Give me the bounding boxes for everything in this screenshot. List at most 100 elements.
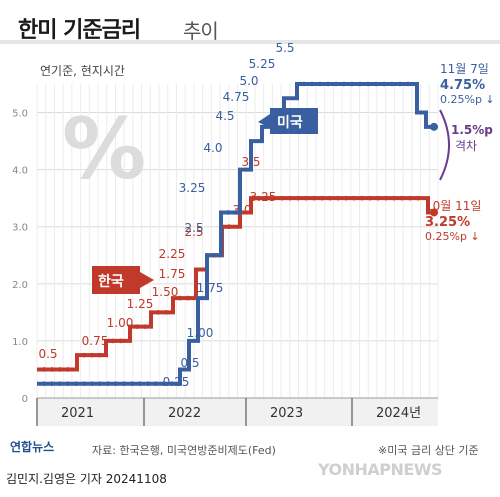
data-label: 1.50 — [152, 285, 179, 299]
series-dot — [169, 381, 175, 387]
data-label: 3.25 — [250, 190, 277, 204]
x-tick-label: 2023 — [270, 406, 303, 421]
series-dot — [333, 81, 339, 87]
us-legend-label: 미국 — [277, 115, 303, 131]
kr-legend-bubble: 한국 — [92, 266, 154, 294]
source-text: 자료: 한국은행, 미국연방준비제도(Fed) — [92, 444, 276, 457]
title-divider — [0, 40, 500, 44]
footnote: ※미국 금리 상단 기준 — [378, 444, 479, 457]
series-dot — [49, 381, 55, 387]
series-dot — [341, 81, 347, 87]
kr-value: 3.25% — [425, 215, 470, 230]
data-label: 1.75 — [197, 281, 224, 295]
series-end-point — [430, 208, 438, 217]
series-dot — [185, 295, 191, 301]
header: 한미 기준금리 추이 — [0, 0, 500, 62]
series-dot — [279, 195, 285, 201]
series-dot — [113, 381, 119, 387]
data-label: 2.5 — [184, 225, 203, 239]
credit-line: 김민지.김영은 기자 20241108 — [6, 472, 167, 486]
series-dot — [351, 195, 357, 201]
series-dot — [137, 381, 143, 387]
series-dot — [81, 352, 87, 358]
series-dot — [327, 195, 333, 201]
kr-legend-label: 한국 — [98, 274, 124, 290]
y-tick-label: 0 — [22, 394, 28, 405]
data-label: 5.25 — [249, 57, 276, 71]
series-dot — [383, 195, 389, 201]
kr-change: 0.25%p ↓ — [425, 230, 480, 243]
y-tick-label: 1.0 — [12, 337, 28, 348]
series-dot — [65, 367, 71, 372]
data-label: 2.25 — [159, 247, 186, 261]
series-dot — [263, 195, 269, 201]
series-dot — [41, 367, 47, 372]
series-dot — [397, 81, 403, 87]
series-dot — [405, 81, 411, 87]
series-dot — [155, 310, 161, 315]
series-dot — [271, 195, 277, 201]
series-dot — [415, 195, 421, 201]
y-axis: 0 1.0 2.0 3.0 4.0 5.0 — [12, 109, 28, 405]
data-label: 4.0 — [203, 141, 222, 155]
series-dot — [145, 381, 151, 387]
series-dot — [57, 381, 63, 387]
x-axis: 2021 2022 2023 2024년 — [36, 397, 438, 426]
grid — [36, 84, 439, 399]
series-dot — [399, 195, 405, 201]
x-tick-label: 2024년 — [376, 406, 421, 421]
series-dot — [73, 381, 79, 387]
series-dot — [225, 210, 231, 215]
yonhap-logo: 연합뉴스 — [10, 440, 55, 454]
series-dot — [65, 381, 71, 387]
series-line — [37, 82, 434, 386]
series-dot — [97, 381, 103, 387]
data-label: 1.75 — [159, 267, 186, 281]
series-dot — [57, 367, 63, 372]
series-dot — [389, 81, 395, 87]
series-line — [37, 196, 434, 372]
series-dot — [177, 295, 183, 301]
series-dot — [349, 81, 355, 87]
y-tick-label: 5.0 — [12, 109, 28, 120]
series-dot — [134, 324, 140, 329]
data-label: 0.25 — [163, 375, 190, 389]
data-label: 0.5 — [180, 356, 199, 370]
series-end-point — [430, 122, 438, 131]
chart-title: 한미 기준금리 — [18, 18, 141, 43]
y-tick-label: 3.0 — [12, 223, 28, 234]
series-dot — [365, 81, 371, 87]
series-dot — [41, 381, 47, 387]
series-dot — [357, 81, 363, 87]
series-dot — [317, 81, 323, 87]
series-dot — [375, 195, 381, 201]
series-dot — [118, 338, 124, 344]
series-dot — [97, 352, 103, 358]
series-dot — [303, 195, 309, 201]
series-dot — [301, 81, 307, 87]
series-dot — [381, 81, 387, 87]
series-dot — [81, 381, 87, 387]
series-dot — [335, 195, 341, 201]
series-dot — [110, 338, 116, 344]
chart-subtitle: 추이 — [183, 19, 219, 43]
gap-value: 1.5%p — [451, 123, 493, 137]
data-label: 2.5 — [184, 221, 203, 235]
series-dot — [367, 195, 373, 201]
series-dot — [255, 195, 261, 201]
series-dot — [153, 381, 159, 387]
x-axis-band — [37, 398, 438, 426]
x-tick-label: 2022 — [168, 406, 201, 421]
series-dot — [142, 324, 148, 329]
gap-label: 격차 — [455, 139, 477, 153]
series-dot — [49, 367, 55, 372]
series-dot — [121, 381, 127, 387]
y-tick-label: 2.0 — [12, 280, 28, 291]
series-dot — [105, 381, 111, 387]
data-label: 1.00 — [187, 326, 214, 340]
unit-note: 연기준, 현지시간 — [40, 64, 125, 78]
series-dot — [325, 81, 331, 87]
series-dot — [373, 81, 379, 87]
data-label: 4.75 — [223, 90, 250, 104]
